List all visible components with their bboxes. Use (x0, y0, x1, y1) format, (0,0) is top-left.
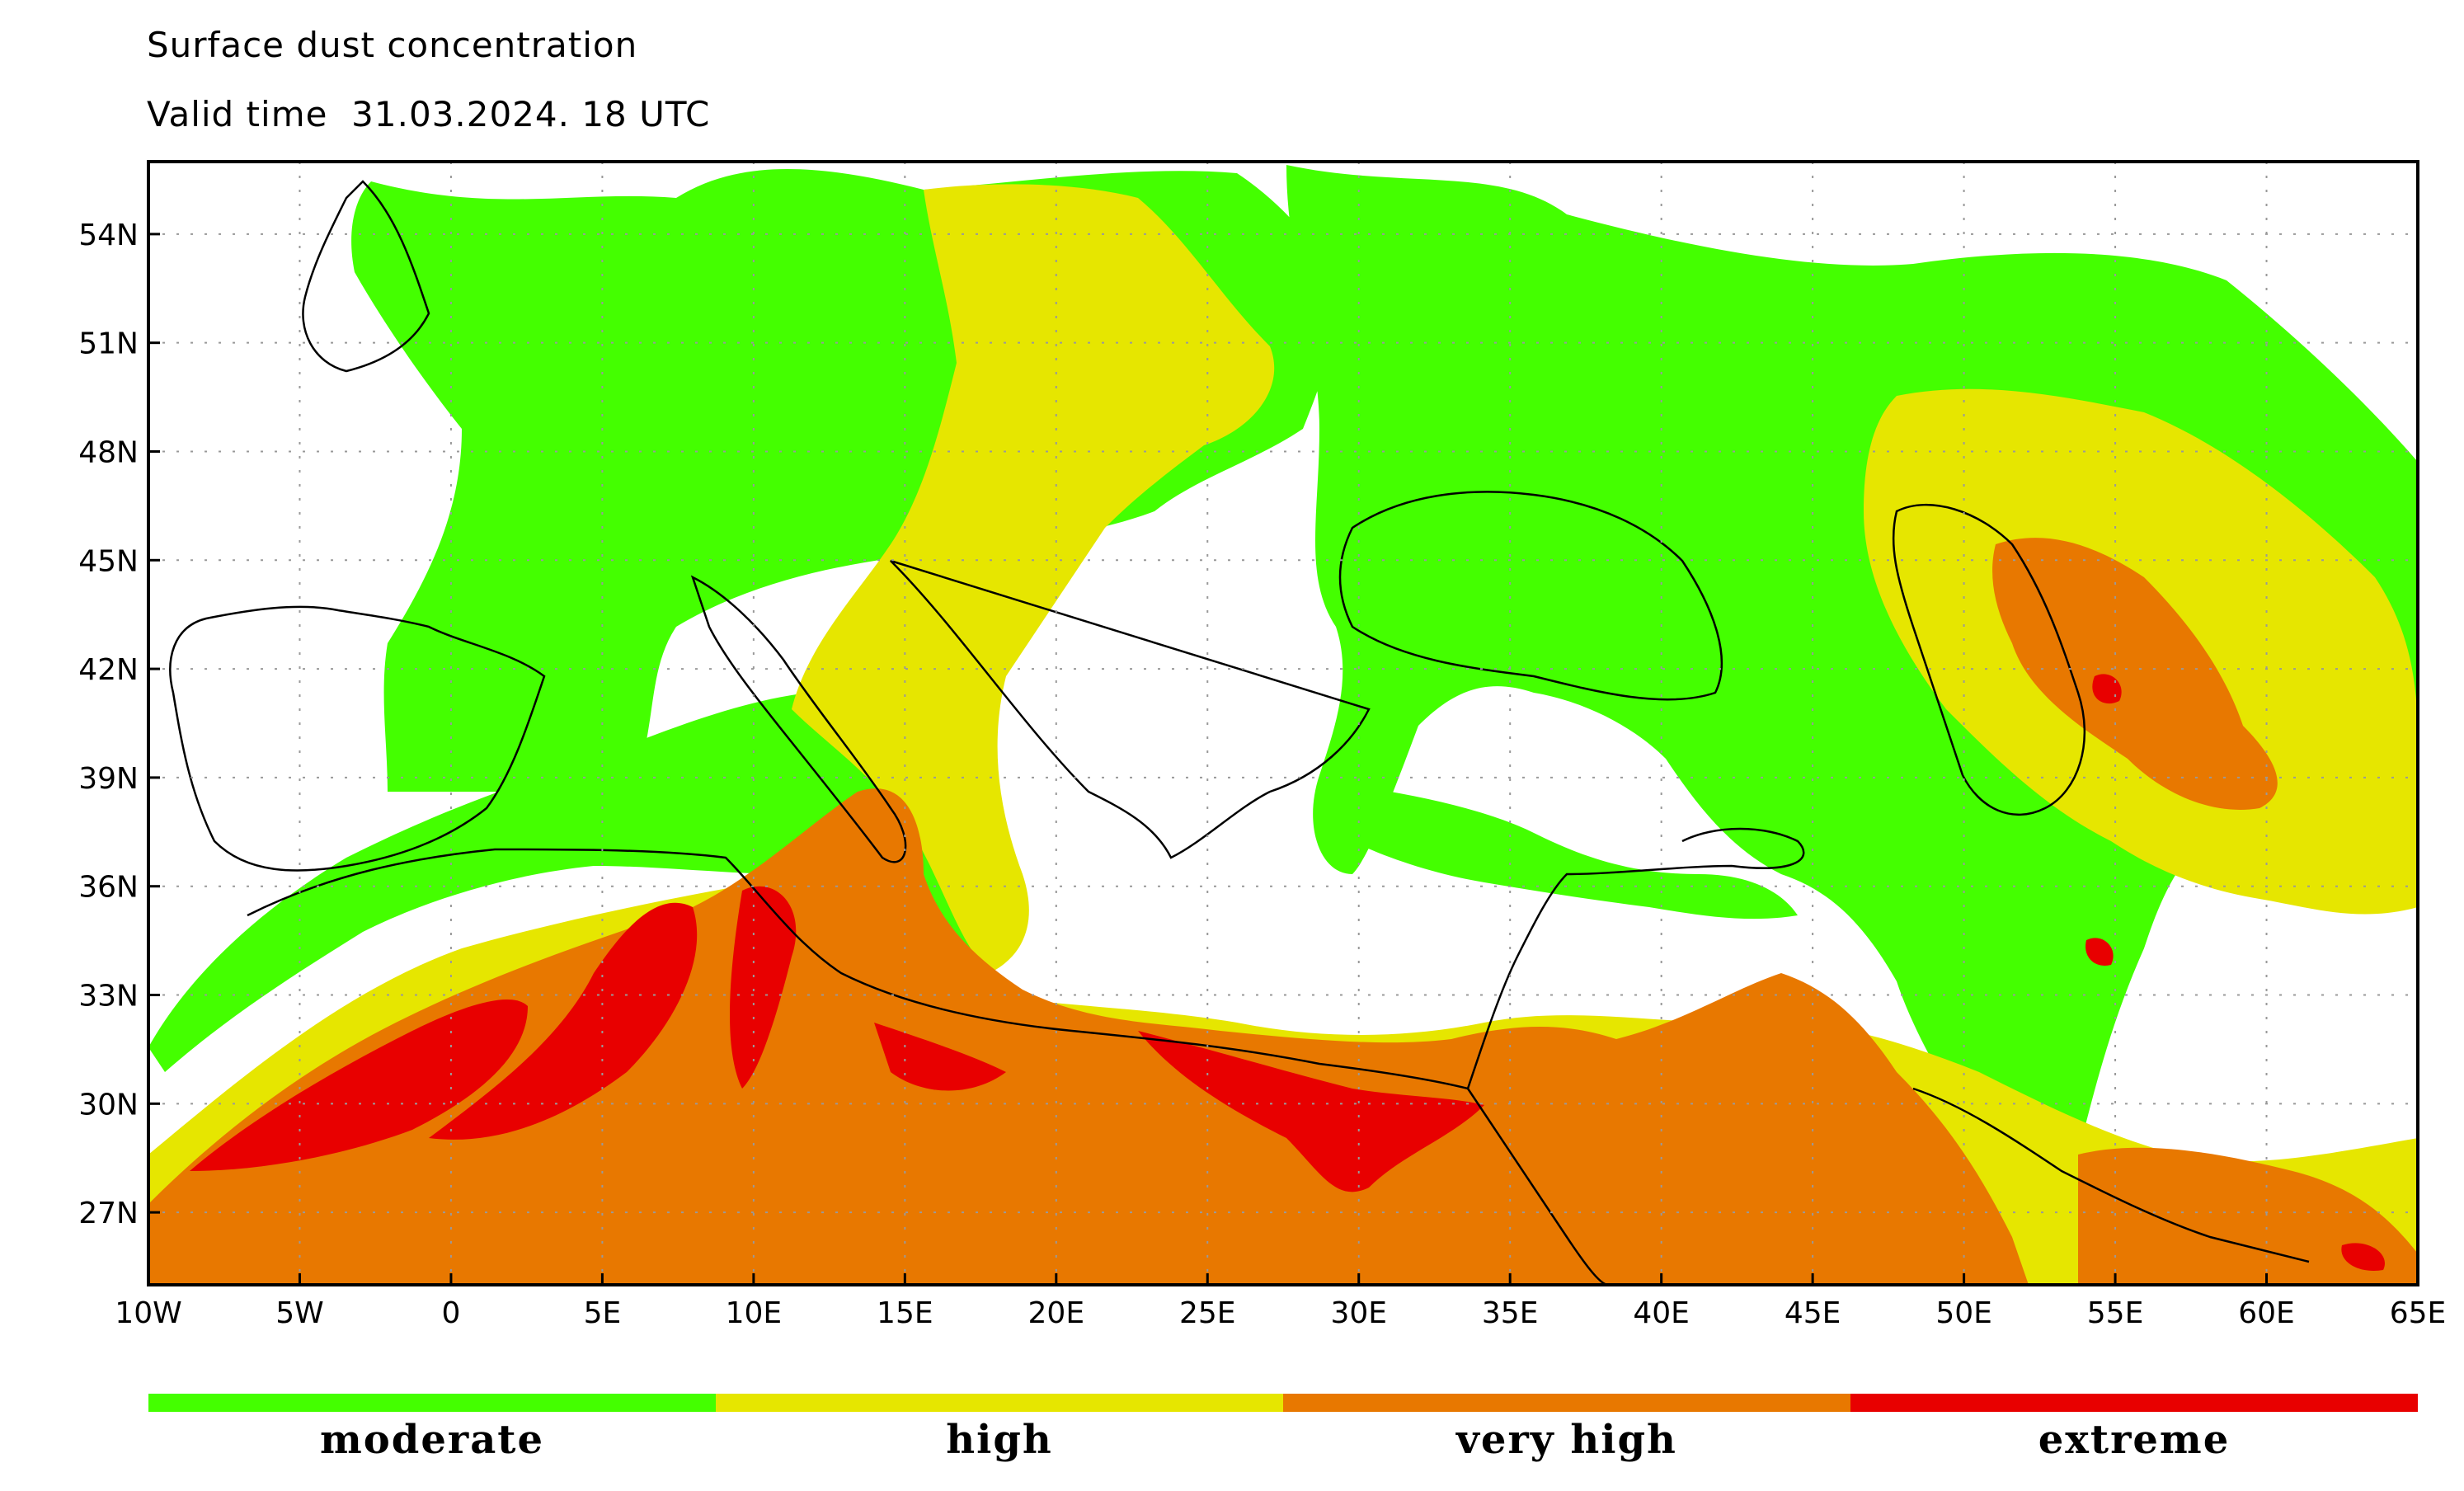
lat-tick-label: 45N (78, 544, 139, 578)
lat-tick-label: 33N (78, 980, 139, 1014)
coastline-britain (302, 180, 430, 373)
extreme-area-algeria (429, 902, 698, 1140)
legend-swatch-moderate (148, 1394, 716, 1412)
longitude-ticks: 10W 5W 0 5E 10E 15E 20E 25E 30E 35E 40E 45E 50E 55E 60… (115, 1273, 2446, 1330)
extreme-area-libya (874, 1023, 1006, 1091)
lon-tick-label: 55E (2087, 1296, 2144, 1330)
extreme-area-iran (2085, 938, 2114, 966)
coastline-italy (690, 575, 907, 863)
extreme-area-morocco-algeria (190, 999, 528, 1171)
latitude-ticks: 54N 51N 48N 45N 42N 39N 36N 33N 30N 27N (78, 219, 160, 1230)
very-high-area-caspian (1992, 538, 2278, 810)
lon-tick-label: 25E (1179, 1296, 1236, 1330)
lat-tick-label: 27N (78, 1197, 139, 1230)
lon-tick-label: 50E (1935, 1296, 1992, 1330)
map-frame (147, 160, 2419, 1286)
coastline-balkans-greece (890, 559, 1371, 859)
lat-tick-label: 39N (78, 762, 139, 796)
dust-level-very-high (148, 538, 2418, 1285)
lat-tick-label: 54N (78, 219, 139, 252)
lon-tick-label: 45E (1785, 1296, 1841, 1330)
high-area-central-europe (792, 184, 1275, 973)
lat-tick-label: 30N (78, 1088, 139, 1122)
legend-label: very high (1456, 1417, 1677, 1463)
legend-label: high (946, 1417, 1053, 1463)
lon-tick-label: 60E (2238, 1296, 2295, 1330)
legend-label: moderate (319, 1417, 545, 1463)
dust-level-extreme (190, 674, 2385, 1271)
coastline-red-sea (1466, 1088, 1609, 1285)
lon-tick-label: 65E (2390, 1296, 2447, 1330)
very-high-area-sahara (148, 788, 2029, 1285)
lon-tick-label: 0 (441, 1296, 460, 1330)
legend-swatch-very-high (1283, 1394, 1850, 1412)
extreme-area-caspian (2092, 674, 2122, 704)
moderate-area-mediterranean (148, 693, 980, 1072)
lon-tick-label: 30E (1330, 1296, 1387, 1330)
extreme-area-egypt (1138, 1031, 1484, 1192)
coastline-north-africa (247, 827, 1805, 1090)
coastline-iberia (169, 605, 546, 872)
map-title: Surface dust concentration (147, 25, 638, 65)
coastline-persian-gulf (1912, 1087, 2310, 1263)
lon-tick-label: 35E (1482, 1296, 1539, 1330)
lat-tick-label: 42N (78, 653, 139, 687)
lon-tick-label: 5E (584, 1296, 622, 1330)
lon-tick-label: 20E (1028, 1296, 1085, 1330)
very-high-area-arabia (2078, 1147, 2418, 1285)
lon-tick-label: 15E (877, 1296, 933, 1330)
moderate-area-east-med (1336, 783, 1798, 920)
valid-time: Valid time 31.03.2024. 18 UTC (147, 94, 711, 134)
lat-tick-label: 36N (78, 871, 139, 905)
lon-tick-label: 40E (1633, 1296, 1690, 1330)
extreme-area-tunisia-libya (730, 886, 797, 1089)
coastlines (169, 180, 2310, 1285)
legend-swatch-extreme (1850, 1394, 2418, 1412)
legend-label: extreme (2038, 1417, 2231, 1463)
legend-swatch-high (716, 1394, 1283, 1412)
coastline-caspian (1892, 504, 2086, 816)
coastline-black-sea (1338, 491, 1723, 701)
lat-tick-label: 48N (78, 435, 139, 469)
lon-tick-label: 5W (275, 1296, 324, 1330)
lat-tick-label: 51N (78, 327, 139, 361)
extreme-area-oman (2341, 1243, 2385, 1271)
lon-tick-label: 10E (726, 1296, 783, 1330)
lon-tick-label: 10W (115, 1296, 181, 1330)
